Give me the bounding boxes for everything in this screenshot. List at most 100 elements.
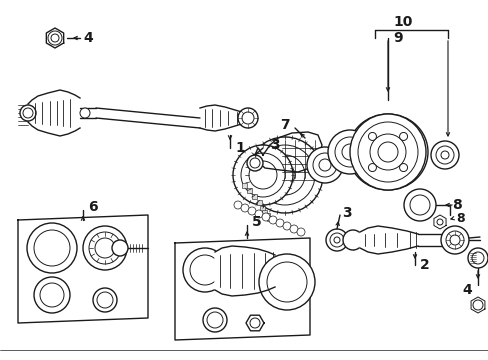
Circle shape [206,312,223,328]
Circle shape [367,132,376,140]
Polygon shape [18,215,148,323]
Circle shape [48,31,62,45]
Circle shape [377,142,397,162]
Circle shape [318,159,330,171]
Circle shape [471,252,483,264]
Text: 3: 3 [269,138,279,152]
Bar [266,216,271,221]
Circle shape [342,230,362,250]
Circle shape [268,216,276,224]
Text: 8: 8 [451,198,461,212]
Circle shape [262,213,269,221]
Circle shape [312,153,336,177]
Circle shape [440,226,468,254]
Circle shape [467,248,487,268]
Circle shape [327,130,371,174]
Circle shape [249,318,260,328]
Circle shape [306,147,342,183]
Circle shape [248,161,276,189]
Circle shape [266,262,306,302]
Circle shape [341,144,357,160]
Circle shape [435,146,453,164]
Ellipse shape [355,122,419,182]
Circle shape [93,288,117,312]
Bar [257,200,262,205]
Circle shape [349,114,425,190]
Text: 9: 9 [392,31,402,45]
Circle shape [440,151,448,159]
Circle shape [254,145,314,205]
Circle shape [20,105,36,121]
Text: 3: 3 [341,206,351,220]
Text: 4: 4 [461,283,471,297]
Circle shape [430,141,458,169]
Circle shape [399,163,407,172]
Circle shape [367,163,376,172]
Circle shape [247,207,256,215]
Circle shape [449,235,459,245]
Circle shape [97,292,113,308]
Bar [246,188,251,193]
Circle shape [436,219,442,225]
Circle shape [183,248,226,292]
Circle shape [296,228,305,236]
Circle shape [334,137,364,167]
Polygon shape [215,246,274,296]
Circle shape [329,233,343,247]
Circle shape [399,132,407,140]
Polygon shape [46,28,63,48]
Circle shape [472,300,482,310]
Circle shape [274,165,294,185]
Circle shape [289,225,297,233]
Polygon shape [433,215,445,229]
Text: 6: 6 [88,200,98,214]
Circle shape [234,201,242,209]
Ellipse shape [347,114,427,190]
Text: 7: 7 [280,118,289,132]
Circle shape [80,108,90,118]
Text: 5: 5 [251,215,261,229]
Circle shape [403,189,435,221]
Bar [251,194,257,199]
Circle shape [95,238,115,258]
Circle shape [246,137,323,213]
Circle shape [51,34,59,42]
Circle shape [333,237,339,243]
Bar [260,206,264,211]
Polygon shape [470,297,484,313]
Circle shape [27,223,77,273]
Circle shape [232,145,292,205]
Bar [242,183,246,188]
Polygon shape [359,226,417,254]
Polygon shape [175,238,309,340]
Circle shape [259,254,314,310]
Circle shape [283,222,290,230]
Circle shape [241,153,285,197]
Bar [264,213,269,218]
Circle shape [409,195,429,215]
Circle shape [89,232,121,264]
Circle shape [83,226,127,270]
Circle shape [241,204,248,212]
Circle shape [242,112,253,124]
Text: 2: 2 [419,258,429,272]
Text: 4: 4 [83,31,93,45]
Circle shape [264,155,305,195]
Polygon shape [28,90,80,136]
Circle shape [254,210,263,218]
Text: 1: 1 [235,141,244,155]
Polygon shape [245,315,264,331]
Circle shape [445,231,463,249]
Circle shape [203,308,226,332]
Circle shape [190,255,220,285]
Polygon shape [200,105,244,131]
Circle shape [325,229,347,251]
Circle shape [34,230,70,266]
Circle shape [112,240,128,256]
Circle shape [34,277,70,313]
Circle shape [275,219,284,227]
Circle shape [249,158,260,168]
Text: 8: 8 [455,212,464,225]
Polygon shape [254,132,321,172]
Circle shape [246,155,263,171]
